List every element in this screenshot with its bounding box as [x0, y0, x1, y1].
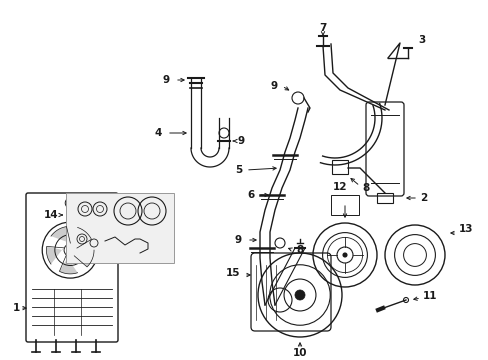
Text: 1: 1 — [13, 303, 20, 313]
Text: 3: 3 — [417, 35, 425, 45]
Text: 2: 2 — [419, 193, 427, 203]
Polygon shape — [60, 256, 78, 274]
Text: 9: 9 — [163, 75, 170, 85]
Text: 15: 15 — [225, 268, 240, 278]
Polygon shape — [51, 226, 70, 243]
Bar — [330, 195, 358, 215]
Text: 10: 10 — [292, 348, 306, 358]
Text: 12: 12 — [332, 182, 346, 192]
Text: 7: 7 — [319, 23, 326, 33]
Polygon shape — [76, 228, 91, 248]
Text: 6: 6 — [247, 190, 254, 200]
Circle shape — [294, 290, 305, 300]
Text: 14: 14 — [43, 210, 58, 220]
Polygon shape — [46, 246, 63, 264]
Circle shape — [342, 252, 347, 257]
Text: 5: 5 — [234, 165, 242, 175]
Bar — [331, 160, 347, 174]
Text: 8: 8 — [361, 183, 368, 193]
Text: 9: 9 — [234, 235, 242, 245]
Text: 8: 8 — [295, 245, 303, 255]
Text: 9: 9 — [238, 136, 244, 146]
Text: 9: 9 — [270, 81, 278, 91]
Text: 11: 11 — [422, 291, 437, 301]
Text: 4: 4 — [154, 128, 162, 138]
Bar — [66, 193, 174, 263]
Polygon shape — [74, 250, 94, 267]
Bar — [376, 193, 392, 203]
Text: 13: 13 — [458, 224, 472, 234]
